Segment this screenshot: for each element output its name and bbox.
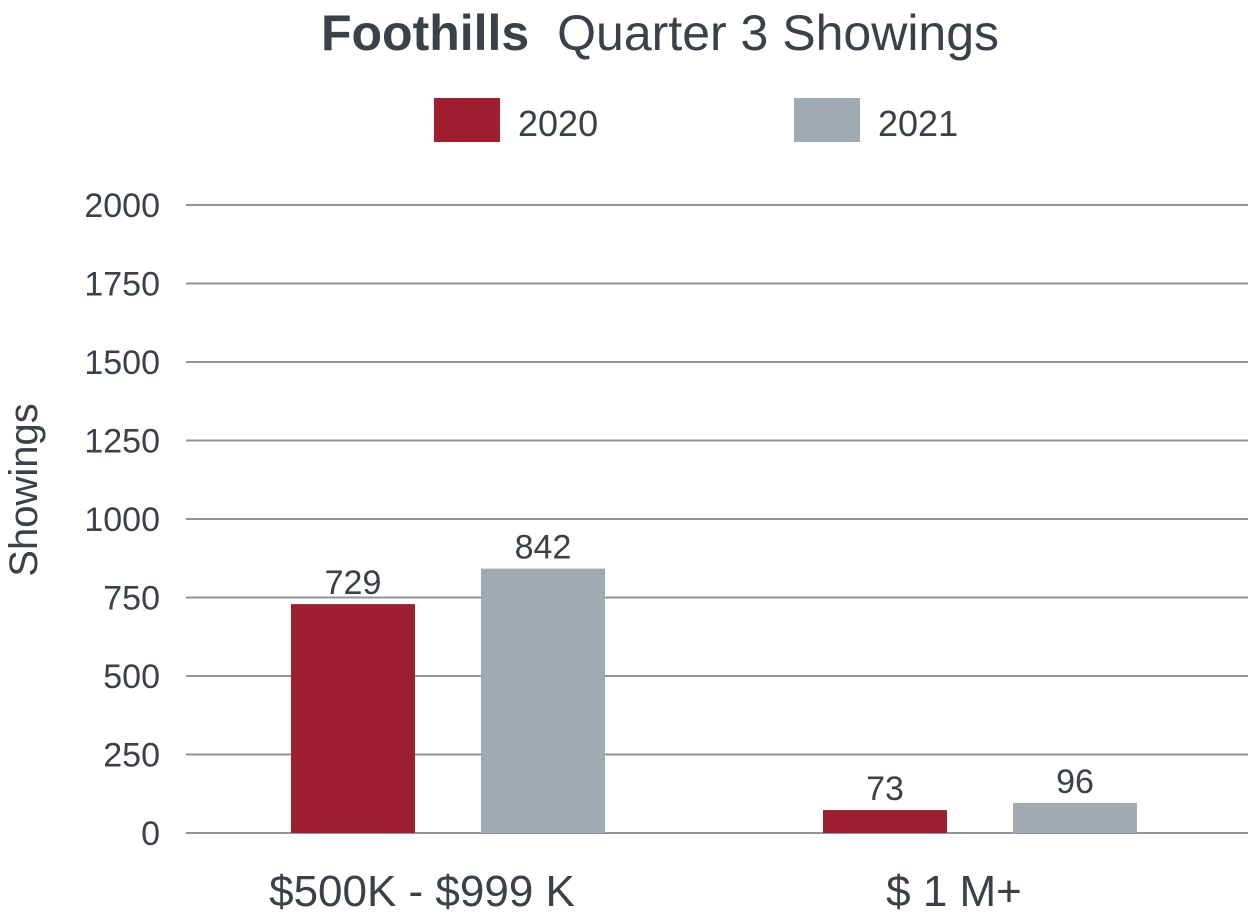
- legend: 2020 2021: [434, 98, 958, 144]
- bar-2020-0: [291, 604, 415, 833]
- legend-label-2021: 2021: [878, 103, 958, 144]
- y-tick-label: 1750: [84, 266, 160, 304]
- y-tick-label: 1250: [84, 423, 160, 461]
- value-labels: 729 842 73 96: [325, 529, 1094, 808]
- value-label: 729: [325, 564, 382, 602]
- chart-title-bold: Foothills: [321, 5, 529, 61]
- bar-2021-1: [1013, 802, 1137, 833]
- y-tick-label: 750: [103, 580, 160, 618]
- y-tick-label: 2000: [84, 187, 160, 225]
- y-axis-ticks: 0 250 500 750 1000 1250 1500 1750 2000: [84, 187, 160, 853]
- bars: [291, 568, 1137, 833]
- category-label: $ 1 M+: [886, 867, 1022, 916]
- y-axis-title: Showings: [2, 403, 46, 576]
- chart-title-rest: Quarter 3 Showings: [557, 5, 999, 61]
- y-tick-label: 0: [141, 815, 160, 853]
- bar-2020-1: [823, 810, 947, 833]
- y-tick-label: 1000: [84, 501, 160, 539]
- category-label: $500K - $999 K: [269, 867, 575, 916]
- legend-swatch-2020: [434, 98, 500, 142]
- value-label: 73: [866, 770, 904, 808]
- legend-label-2020: 2020: [518, 103, 598, 144]
- value-label: 842: [515, 529, 572, 567]
- y-tick-label: 250: [103, 737, 160, 775]
- bar-2021-0: [481, 568, 605, 833]
- chart-title: Foothills Quarter 3 Showings: [321, 5, 999, 61]
- legend-swatch-2021: [794, 98, 860, 142]
- category-labels: $500K - $999 K $ 1 M+: [269, 867, 1022, 916]
- value-label: 96: [1056, 763, 1094, 801]
- y-tick-label: 1500: [84, 344, 160, 382]
- y-tick-label: 500: [103, 658, 160, 696]
